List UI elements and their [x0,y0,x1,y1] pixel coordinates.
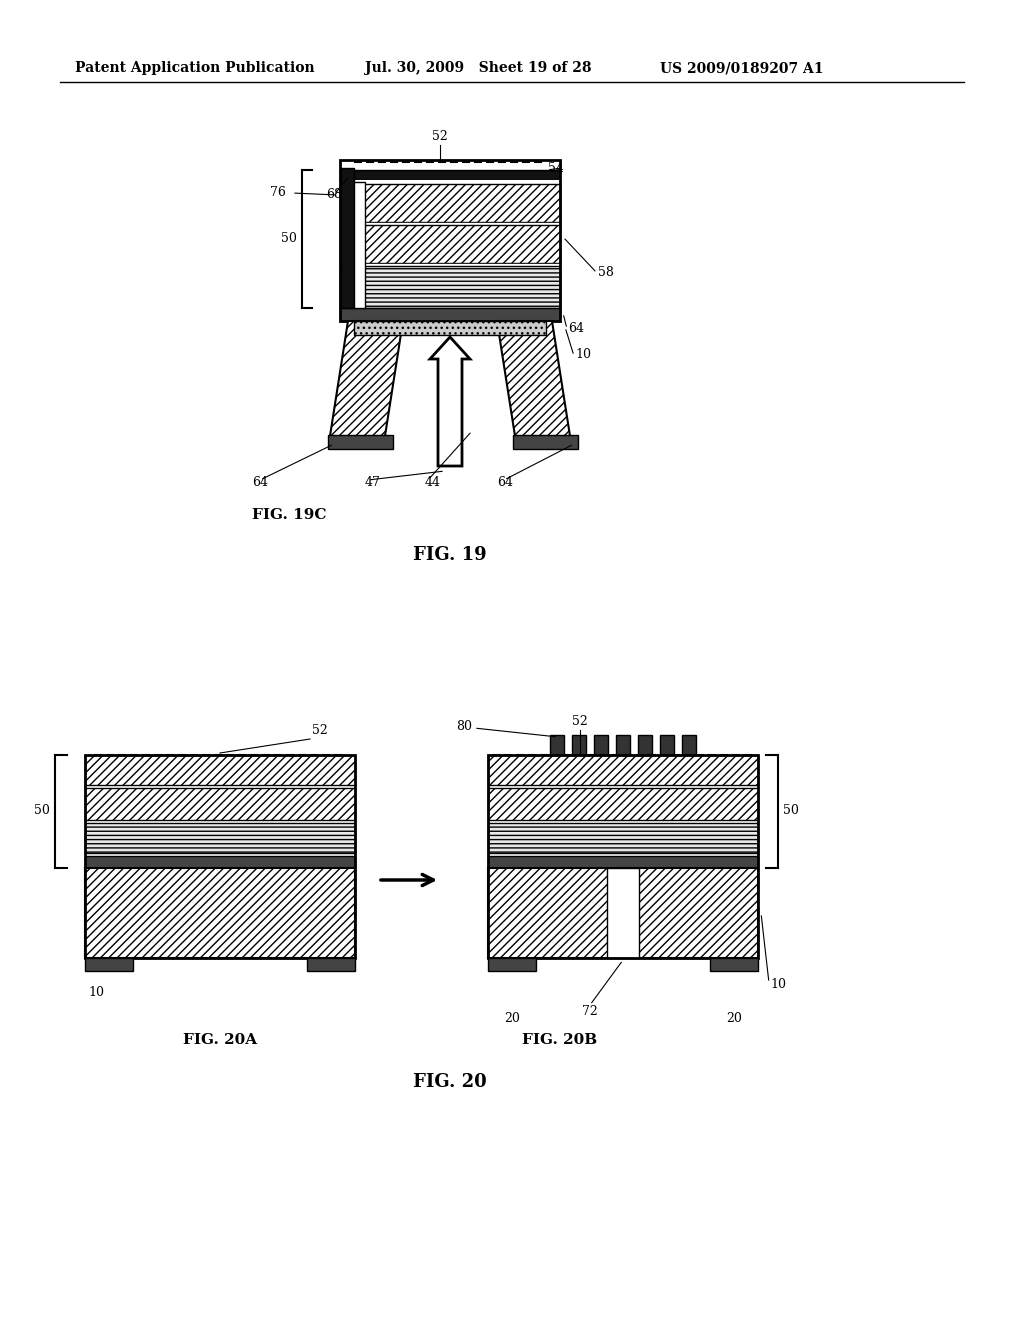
Text: 10: 10 [88,986,104,998]
Bar [572,735,586,755]
Bar [340,170,560,180]
Bar [710,958,758,972]
Bar [660,735,674,755]
Bar [488,755,758,785]
Bar [341,168,354,308]
Bar [488,788,758,820]
Text: 47: 47 [365,475,381,488]
Text: 52: 52 [432,129,447,143]
Bar [616,735,630,755]
Text: 44: 44 [425,475,441,488]
Bar [85,755,355,958]
Bar [85,788,355,820]
Text: 64: 64 [497,475,513,488]
Text: 54: 54 [548,161,564,174]
Polygon shape [497,321,570,436]
Bar [488,855,758,869]
Bar [638,735,652,755]
Bar [340,180,560,183]
Text: 52: 52 [312,723,328,737]
Text: Patent Application Publication: Patent Application Publication [75,61,314,75]
Bar [354,321,546,335]
Bar [328,436,393,449]
Bar [340,222,560,224]
Polygon shape [330,321,403,436]
Text: 58: 58 [598,265,613,279]
FancyArrow shape [430,337,470,466]
Text: US 2009/0189207 A1: US 2009/0189207 A1 [660,61,823,75]
Bar [85,958,133,972]
Bar [488,958,536,972]
Text: FIG. 19C: FIG. 19C [252,508,327,521]
Text: 72: 72 [582,1005,598,1018]
Text: 80: 80 [456,721,472,734]
Bar [340,308,560,321]
Bar [550,735,564,755]
Text: 64: 64 [252,475,268,488]
Bar [340,183,560,222]
Text: 68: 68 [326,187,342,201]
Text: 76: 76 [270,186,286,198]
Text: 50: 50 [34,804,50,817]
Text: 50: 50 [282,232,297,246]
Text: FIG. 19: FIG. 19 [414,546,486,564]
Bar [307,958,355,972]
Text: Jul. 30, 2009   Sheet 19 of 28: Jul. 30, 2009 Sheet 19 of 28 [365,61,592,75]
Bar [85,822,355,853]
Text: 20: 20 [504,1012,520,1026]
Bar [85,869,355,958]
Text: 52: 52 [572,715,588,729]
Text: FIG. 20B: FIG. 20B [522,1034,598,1047]
Bar [682,735,696,755]
Text: FIG. 20A: FIG. 20A [183,1034,257,1047]
Bar [594,735,608,755]
Bar [340,263,560,267]
Bar [340,160,560,321]
Bar [340,267,560,308]
Text: FIG. 20: FIG. 20 [413,1073,486,1092]
Bar [488,822,758,853]
Text: 64: 64 [568,322,584,334]
Text: 10: 10 [770,978,786,991]
Text: 10: 10 [575,348,591,362]
Bar [354,182,365,308]
Bar [85,755,355,785]
Text: 50: 50 [783,804,799,817]
Bar [488,869,758,958]
Bar [607,869,639,958]
Bar [513,436,578,449]
Text: 20: 20 [726,1012,742,1026]
Bar [488,755,758,958]
Bar [340,224,560,263]
Bar [85,855,355,869]
